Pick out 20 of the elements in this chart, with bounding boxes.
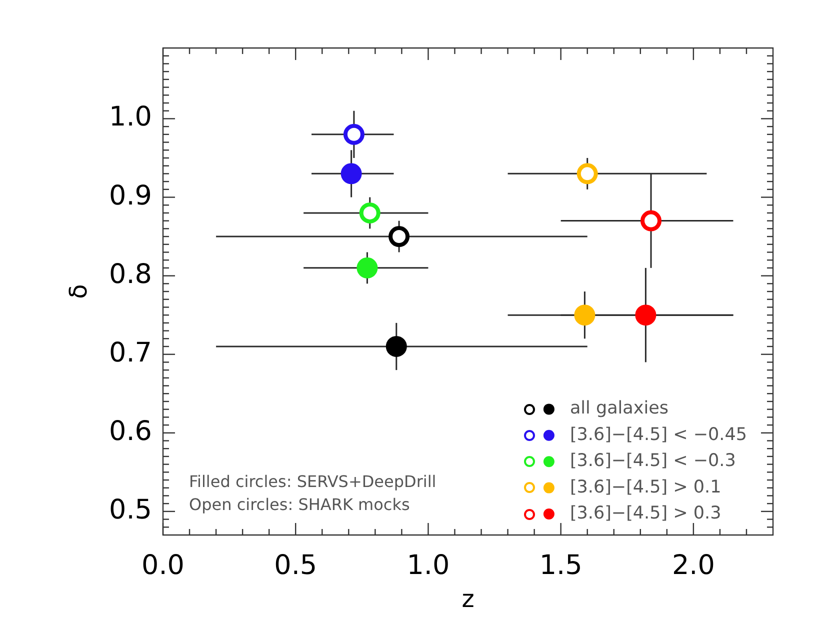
y-tick-label: 0.8	[109, 258, 152, 290]
annotation: Open circles: SHARK mocks	[189, 495, 410, 514]
legend-label: all galaxies	[570, 398, 668, 419]
x-tick-label: 0.0	[142, 550, 184, 582]
y-tick-label: 0.9	[109, 180, 152, 212]
legend-label: [3.6]−[4.5] > 0.3	[570, 504, 722, 524]
y-tick-label: 0.5	[109, 494, 152, 526]
legend-label: [3.6]−[4.5] > 0.1	[570, 477, 722, 498]
y-tick-label: 0.7	[109, 337, 152, 368]
x-axis-title: z	[462, 584, 474, 613]
legend-label: [3.6]−[4.5] < −0.3	[570, 451, 736, 472]
y-tick-label: 0.6	[109, 416, 152, 447]
annotation: Filled circles: SERVS+DeepDrill	[189, 472, 436, 492]
legend-label: [3.6]−[4.5] < −0.45	[570, 424, 748, 445]
y-axis-title: δ	[64, 284, 93, 299]
x-tick-label: 0.5	[274, 550, 318, 582]
x-tick-label: 2.0	[672, 550, 715, 582]
y-tick-label: 1.0	[109, 102, 152, 133]
x-tick-label: 1.0	[406, 550, 450, 582]
x-tick-label: 1.5	[539, 550, 582, 582]
